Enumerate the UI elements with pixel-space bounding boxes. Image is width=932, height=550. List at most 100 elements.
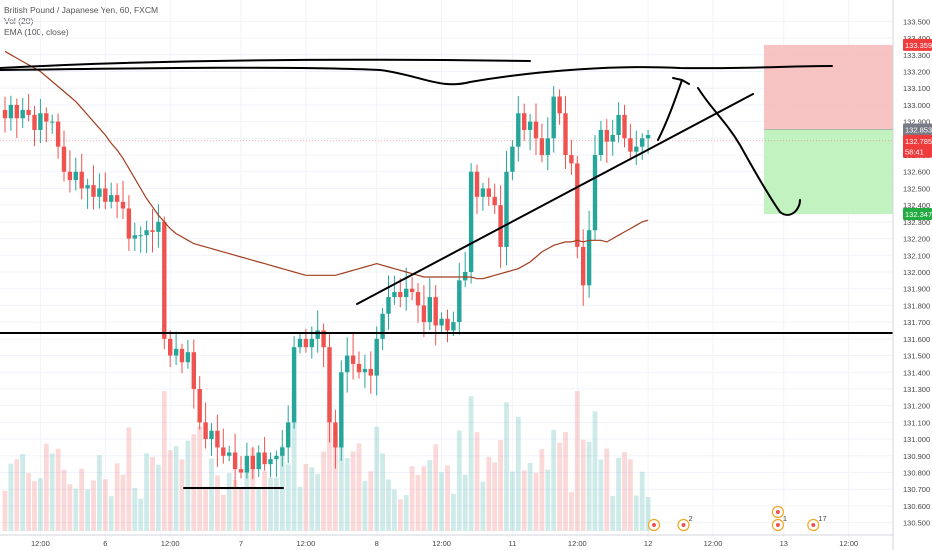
volume-bar <box>20 454 26 531</box>
volume-bar <box>2 490 8 531</box>
candle-body <box>628 138 633 152</box>
volume-bars <box>2 391 651 531</box>
volume-bar <box>179 459 185 531</box>
time-tick-label: 12 <box>644 539 652 548</box>
ema-line <box>4 50 649 280</box>
candle-body <box>2 109 8 119</box>
candle-body <box>309 338 314 348</box>
candle-body <box>345 355 350 373</box>
candle-body <box>126 208 132 239</box>
candle-body <box>645 134 651 139</box>
candle-body <box>551 96 556 139</box>
time-tick-label: 7 <box>239 539 243 548</box>
time-tick-label: 12:00 <box>432 539 451 548</box>
candles <box>2 85 651 489</box>
price-tick-label: 133.300 <box>903 51 930 60</box>
candle-body <box>598 129 604 156</box>
price-axis-bg <box>893 0 932 550</box>
volume-bar <box>598 459 604 531</box>
volume-bar <box>91 480 96 531</box>
price-tick-label: 131.100 <box>903 418 930 427</box>
candle-body <box>415 292 421 306</box>
candle-body <box>61 146 67 172</box>
volume-bar <box>43 443 49 531</box>
time-tick-label: 13 <box>780 539 788 548</box>
candle-body <box>168 338 173 356</box>
volume-bar <box>120 474 126 531</box>
volume-bar <box>456 430 462 531</box>
candle-body <box>498 205 503 247</box>
candle-body <box>197 388 202 423</box>
volume-bar <box>380 453 385 531</box>
volume-bar <box>309 467 315 531</box>
volume-bar <box>38 478 43 531</box>
volume-bar <box>622 452 627 531</box>
volume-bar <box>592 411 598 531</box>
volume-bar <box>215 475 220 531</box>
volume-bar <box>8 463 14 531</box>
volume-bar <box>32 481 37 531</box>
volume-bar <box>303 463 309 531</box>
candle-body <box>362 368 368 373</box>
candle-body <box>451 322 456 331</box>
candle-body <box>303 338 309 348</box>
candle-body <box>120 201 126 209</box>
volume-bar <box>604 448 610 531</box>
volume-bar <box>297 486 303 531</box>
price-tick-label: 132.100 <box>903 251 930 260</box>
candle-body <box>38 113 43 130</box>
volume-bar <box>350 451 356 531</box>
event-marker-dot <box>681 523 686 527</box>
volume-bar <box>451 493 456 531</box>
time-tick-label: 8 <box>375 539 379 548</box>
candle-body <box>563 113 568 156</box>
volume-bar <box>315 473 321 531</box>
candle-body <box>504 171 509 247</box>
candle-body <box>616 114 621 135</box>
candle-body <box>321 330 326 348</box>
time-tick-label: 11 <box>509 539 517 548</box>
candle-body <box>439 318 444 326</box>
price-tags: 133.359 132.853 132.785 58:41 132.347 <box>903 38 932 221</box>
volume-bar <box>102 479 108 531</box>
candle-body <box>445 318 450 331</box>
price-tick-label: 132.500 <box>903 184 930 193</box>
volume-bar <box>433 444 439 531</box>
candle-body <box>392 292 397 298</box>
volume-bar <box>191 434 197 531</box>
projection-path <box>697 87 801 216</box>
price-tick-label: 131.300 <box>903 385 930 394</box>
candle-body <box>103 188 108 202</box>
trend-drawings[interactable] <box>0 58 894 489</box>
volume-bar <box>645 496 651 531</box>
price-tick-label: 132.900 <box>903 118 930 127</box>
price-tick-label: 132.600 <box>903 168 930 177</box>
volume-bar <box>285 464 291 531</box>
volume-bar <box>574 391 580 531</box>
volume-bar <box>563 432 568 531</box>
candle-body <box>409 288 415 293</box>
candle-body <box>14 104 19 119</box>
candle-body <box>232 452 238 470</box>
time-tick-label: 6 <box>103 539 107 548</box>
candle-body <box>457 280 462 323</box>
volume-bar <box>138 498 144 531</box>
price-tick-label: 130.700 <box>903 485 930 494</box>
candle-body <box>215 430 220 448</box>
candle-body <box>545 138 550 156</box>
stop-loss-zone <box>764 44 893 130</box>
volume-bar <box>156 464 161 531</box>
candle-body <box>640 138 645 147</box>
volume-bar <box>321 451 326 531</box>
time-tick-label: 12:00 <box>839 539 858 548</box>
candle-body <box>492 196 497 206</box>
candle-body <box>327 347 332 423</box>
price-tick-label: 131.800 <box>903 301 930 310</box>
candle-body <box>421 305 427 323</box>
volume-bar <box>344 458 350 531</box>
price-tick-label: 132.300 <box>903 218 930 227</box>
volume-bar <box>515 416 521 531</box>
event-markers[interactable]: 2 1 17 <box>647 505 827 532</box>
candle-body <box>209 430 214 440</box>
